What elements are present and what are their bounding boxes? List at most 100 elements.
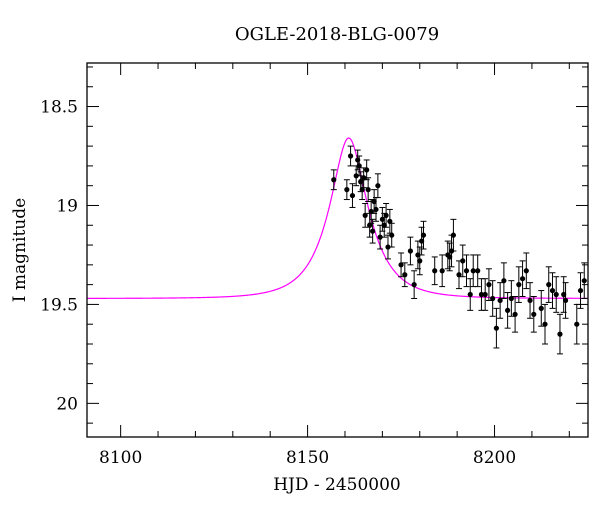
data-point-marker (482, 291, 488, 298)
data-point-marker (553, 291, 559, 298)
data-point (349, 183, 356, 208)
data-point (383, 202, 390, 228)
data-point (489, 280, 496, 317)
data-point-marker (512, 311, 518, 317)
data-point (459, 244, 466, 278)
data-point-marker (523, 268, 529, 274)
data-point (450, 218, 457, 252)
data-point-marker (381, 222, 387, 228)
data-point-marker (389, 232, 395, 238)
x-tick-label: 8150 (286, 448, 329, 468)
data-point (500, 262, 507, 299)
data-point-marker (356, 163, 362, 169)
data-point (497, 282, 504, 319)
data-point-marker (402, 272, 408, 278)
data-point-marker (478, 291, 485, 298)
data-point (538, 290, 545, 327)
data-point-marker (542, 321, 548, 327)
data-point-marker (387, 218, 393, 224)
data-point-marker (331, 177, 337, 183)
data-point-marker (411, 282, 417, 288)
data-point-marker (538, 305, 544, 311)
data-point-marker (349, 192, 356, 199)
y-tick-label: 18.5 (40, 98, 78, 118)
data-point (384, 234, 391, 260)
data-point-marker (561, 291, 567, 298)
data-point (418, 226, 425, 256)
data-point-marker (450, 232, 457, 238)
data-point-marker (370, 228, 376, 234)
data-point (485, 268, 492, 301)
data-point-marker (475, 268, 481, 274)
data-point (463, 254, 470, 288)
data-point (431, 256, 438, 286)
data-point (553, 276, 560, 313)
data-point-marker (531, 311, 537, 317)
data-point-marker (365, 187, 371, 193)
data-point-marker (577, 287, 584, 294)
data-point-marker (497, 297, 503, 304)
data-point (356, 155, 363, 177)
data-point (519, 260, 526, 298)
data-point (573, 303, 580, 345)
data-point-marker (501, 278, 507, 284)
data-point (446, 242, 453, 272)
data-point-marker (447, 254, 453, 260)
data-point-marker (549, 287, 556, 294)
data-point-marker (368, 208, 374, 215)
data-point (512, 296, 519, 333)
data-point (420, 220, 427, 250)
x-tick-label: 8100 (99, 448, 142, 468)
data-point-marker (398, 262, 404, 268)
data-point-marker (364, 167, 370, 173)
plot-frame (86, 62, 589, 438)
data-point-marker (371, 198, 377, 205)
data-point (482, 278, 489, 311)
data-point (439, 254, 446, 288)
data-point-marker (467, 291, 473, 298)
data-point-marker (546, 282, 552, 288)
data-point-marker (361, 175, 367, 181)
data-point-marker (415, 252, 421, 258)
data-point-marker (375, 183, 381, 189)
data-point-marker (407, 248, 414, 254)
data-point-marker (377, 234, 383, 240)
data-point (363, 159, 370, 181)
data-point-marker (456, 272, 462, 278)
data-point-marker (367, 222, 373, 228)
data-point (527, 282, 534, 319)
y-tick-label: 20 (56, 394, 78, 414)
data-point-marker (420, 232, 427, 238)
data-point-marker (379, 216, 385, 222)
data-point-marker (439, 268, 445, 274)
data-point-marker (470, 268, 476, 274)
data-point (381, 212, 388, 238)
data-point-marker (505, 307, 511, 313)
data-point (493, 307, 500, 349)
data-point (343, 179, 350, 201)
data-point (407, 236, 414, 266)
data-point (401, 262, 408, 288)
data-point (365, 177, 372, 203)
data-point (467, 278, 474, 311)
data-point (523, 252, 530, 290)
data-point (515, 266, 522, 303)
data-point-marker (385, 244, 391, 250)
data-point-marker (519, 276, 526, 282)
data-point (379, 206, 386, 232)
data-point-marker (581, 278, 587, 284)
data-point-marker (557, 331, 563, 337)
data-point-marker (383, 212, 389, 218)
data-point (414, 240, 421, 270)
data-point (369, 218, 376, 244)
data-point (456, 260, 463, 290)
data-point-marker (347, 153, 354, 159)
data-point-marker (490, 295, 496, 302)
data-point (411, 270, 418, 299)
model-curve (87, 137, 588, 299)
data-point (398, 252, 405, 278)
data-point (556, 313, 563, 355)
data-point-marker (486, 282, 492, 288)
data-point (562, 282, 569, 319)
